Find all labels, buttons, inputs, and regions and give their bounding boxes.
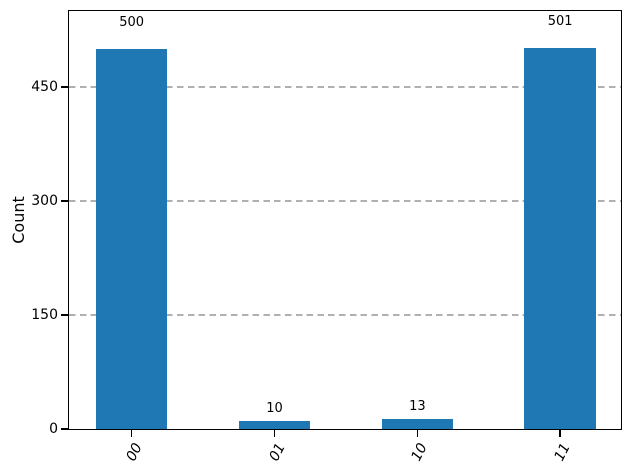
bar-value-label: 13 [409,399,426,415]
y-tick-label: 0 [49,421,58,437]
plot-area: 0 150 300 450 500 00 10 01 13 10 501 11 [31,10,622,464]
bar [238,421,311,429]
bar [381,419,454,429]
y-axis-label: Count [9,196,28,244]
x-tick-mark [131,430,133,437]
x-tick-label: 11 [551,440,574,464]
x-tick-mark [416,430,419,437]
gridline [69,86,621,88]
y-tick-label: 450 [31,79,58,95]
y-tick-mark [60,86,68,88]
x-tick-mark [273,430,276,437]
y-tick-label: 300 [31,193,58,209]
bar-value-label: 501 [547,14,573,30]
x-tick-label: 01 [265,440,289,464]
x-tick-label: 00 [123,440,146,464]
y-tick-mark [60,200,68,202]
bar-value-label: 10 [266,401,283,417]
x-tick-mark [559,430,561,437]
y-tick-label: 150 [31,307,58,323]
y-tick-mark [60,314,68,316]
x-tick-label: 10 [408,440,432,464]
y-tick-mark [60,428,68,430]
bar-value-label: 500 [119,15,145,30]
bar [95,49,168,429]
gridline [69,314,621,316]
gridline [69,200,621,202]
bar [524,48,596,429]
